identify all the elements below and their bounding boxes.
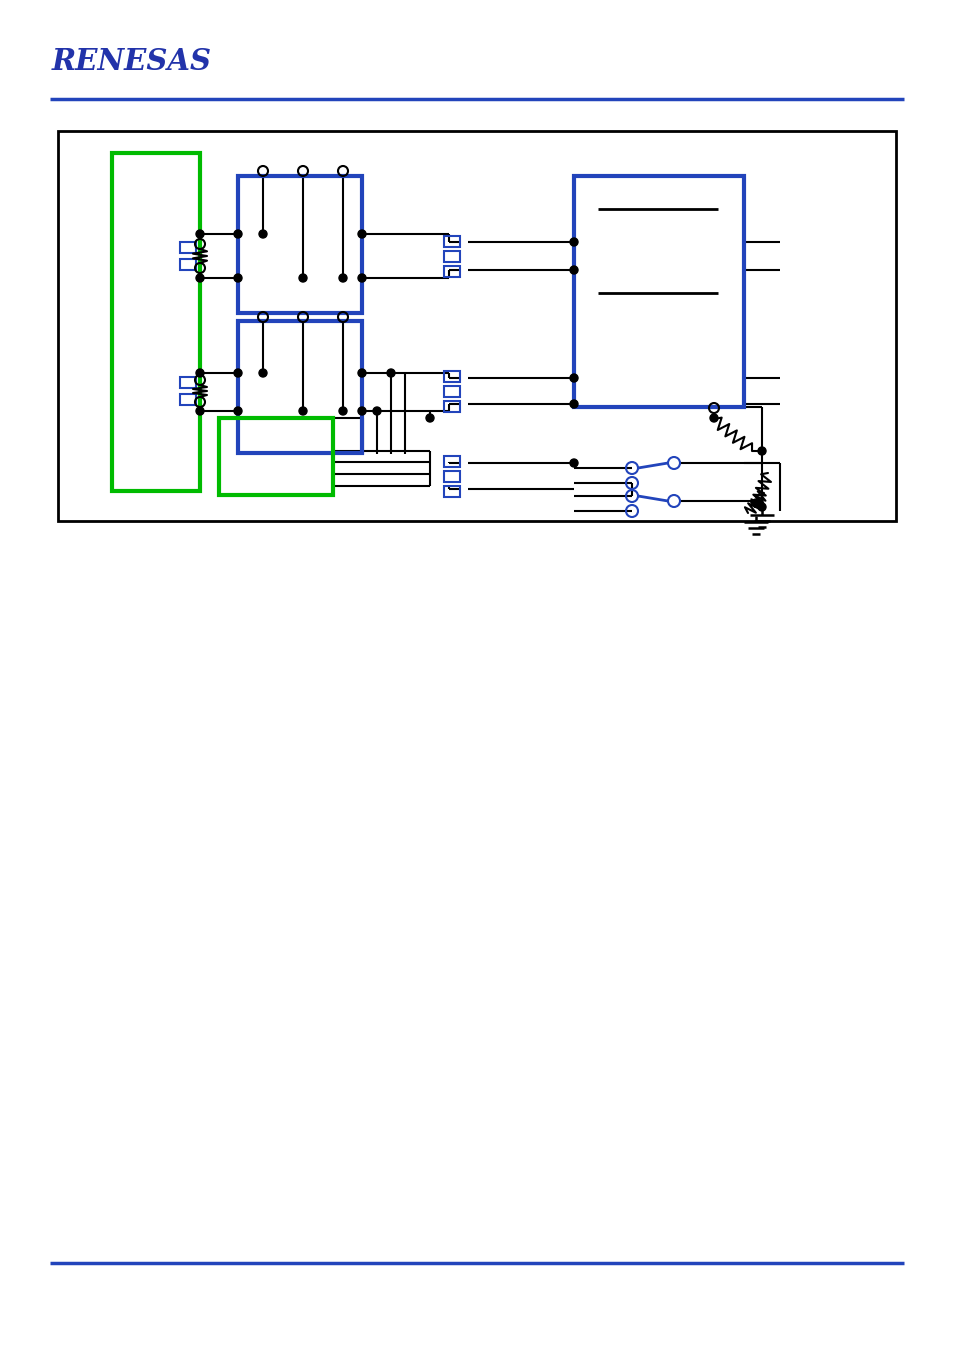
Bar [443, 455, 459, 466]
Circle shape [258, 230, 267, 238]
Circle shape [195, 407, 204, 415]
Bar [180, 242, 195, 253]
Circle shape [338, 407, 347, 415]
Circle shape [569, 238, 578, 246]
Bar [237, 322, 361, 453]
Bar [237, 176, 361, 313]
Bar [180, 377, 195, 388]
Bar [443, 385, 459, 396]
Circle shape [233, 230, 242, 238]
Bar [574, 176, 743, 407]
Circle shape [258, 369, 267, 377]
Circle shape [357, 274, 366, 282]
Bar [219, 417, 333, 494]
Bar [443, 485, 459, 497]
Circle shape [298, 274, 307, 282]
Bar [443, 266, 459, 277]
Bar [58, 131, 895, 521]
Circle shape [751, 499, 760, 507]
Text: RENESAS: RENESAS [52, 46, 212, 76]
Bar [180, 394, 195, 405]
Circle shape [233, 407, 242, 415]
Bar [443, 370, 459, 381]
Circle shape [357, 369, 366, 377]
Circle shape [357, 230, 366, 238]
Bar [112, 153, 200, 490]
Circle shape [357, 407, 366, 415]
Circle shape [233, 369, 242, 377]
Circle shape [426, 413, 434, 422]
Circle shape [569, 459, 578, 467]
Bar [443, 400, 459, 412]
Circle shape [758, 503, 765, 511]
Circle shape [387, 369, 395, 377]
Circle shape [338, 274, 347, 282]
Circle shape [195, 274, 204, 282]
Bar [443, 250, 459, 262]
Circle shape [569, 374, 578, 382]
Bar [443, 470, 459, 481]
Bar [180, 259, 195, 270]
Circle shape [709, 413, 718, 422]
Bar [443, 235, 459, 246]
Circle shape [195, 369, 204, 377]
Circle shape [195, 230, 204, 238]
Circle shape [758, 447, 765, 455]
Circle shape [298, 407, 307, 415]
Circle shape [373, 407, 380, 415]
Circle shape [569, 266, 578, 274]
Circle shape [233, 274, 242, 282]
Circle shape [569, 400, 578, 408]
